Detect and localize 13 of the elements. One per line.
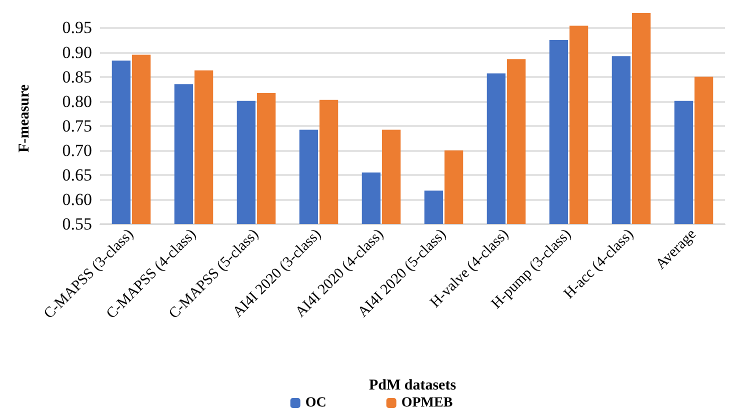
y-tick-label: 0.80: [62, 92, 92, 111]
x-axis-title: PdM datasets: [368, 378, 456, 394]
y-tick-label: 0.75: [62, 116, 92, 136]
legend-label: OPMEB: [401, 396, 453, 410]
y-tick-label: 0.95: [62, 18, 92, 38]
y-tick-label: 0.55: [62, 214, 92, 234]
y-tick-label: 0.70: [62, 140, 92, 160]
y-tick-label: 0.90: [62, 42, 92, 62]
y-tick-label: 0.85: [62, 67, 92, 86]
y-tick-label: 0.65: [62, 165, 92, 184]
y-axis-title: F-measure: [16, 84, 32, 153]
legend-label: OC: [305, 396, 326, 410]
y-tick-label: 0.60: [62, 190, 92, 209]
